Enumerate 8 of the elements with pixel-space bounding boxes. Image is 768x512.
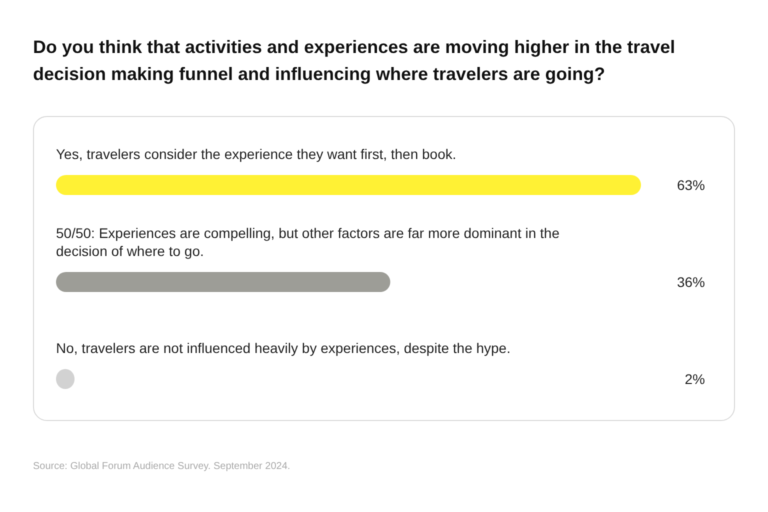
- data-label: 36%: [676, 274, 705, 290]
- source-note: Source: Global Forum Audience Survey. September 2024.: [33, 461, 290, 472]
- y-tick-label: No, travelers are not influenced heavily by experiences, despite the hype.: [56, 340, 510, 356]
- y-tick-label: 50/50: Experiences are compelling, but other factors are far more dominant in the decision of where to go.: [56, 225, 560, 259]
- data-label: 63%: [676, 177, 705, 193]
- y-tick-label: Yes, travelers consider the experience they want first, then book.: [56, 146, 456, 162]
- chart-title: Do you think that activities and experiences are moving higher in the travel decision making funnel and influencing where travelers are going?: [33, 36, 676, 86]
- data-label: 2%: [684, 371, 705, 387]
